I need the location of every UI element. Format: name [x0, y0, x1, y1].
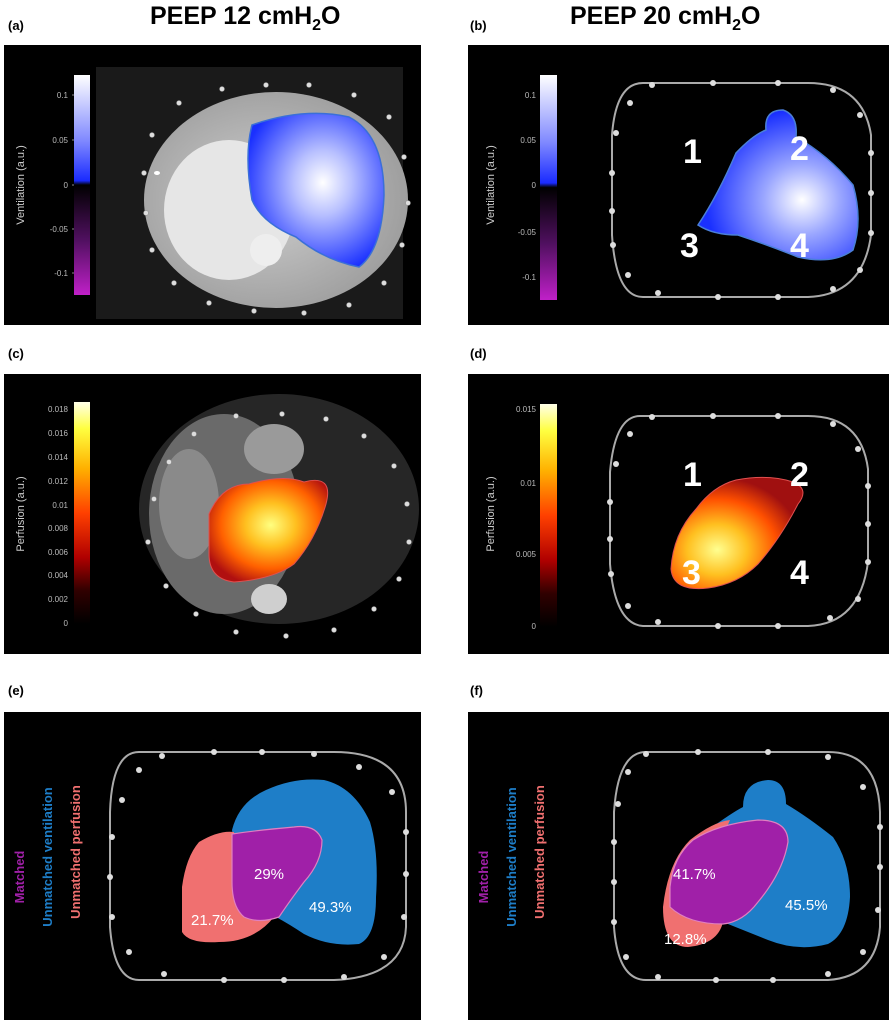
perf-d-tick-3: 0 [532, 622, 537, 631]
panel-b-ventilation-map: 1 2 3 4 0.1 0.05 0 -0.05 -0.1 Ventilatio… [468, 45, 889, 325]
f-legend-perfusion: Unmatched perfusion [532, 785, 547, 919]
f-perfusion-pct: 12.8% [664, 931, 707, 948]
panel-e-vq-matching: 29% 49.3% 21.7% Matched Unmatched ventil… [4, 712, 421, 1020]
panel-d-perfusion-map: 1 2 3 4 0.015 0.01 0.005 0 Perfusion (a.… [468, 374, 889, 654]
region-label-2: 2 [790, 130, 809, 168]
perf-c-tick-4: 0.01 [52, 501, 68, 510]
vent-a-tick-2: 0 [64, 181, 69, 190]
vent-a-axis-label: Ventilation (a.u.) [15, 145, 27, 225]
panel-label-b: (b) [470, 18, 487, 33]
perf-d-axis-label: Perfusion (a.u.) [485, 476, 497, 551]
vent-b-tick-4: -0.1 [522, 273, 536, 282]
title-right-sub: 2 [732, 17, 742, 34]
perf-c-tick-9: 0 [64, 619, 69, 628]
region-label-d-1: 1 [683, 456, 702, 494]
e-legend-matched: Matched [12, 851, 27, 904]
perf-d-tick-1: 0.01 [520, 479, 536, 488]
panel-label-f: (f) [470, 683, 483, 698]
vent-a-tick-1: 0.05 [52, 136, 68, 145]
perf-c-tick-8: 0.002 [48, 595, 69, 604]
title-peep-12: PEEP 12 cmH2O [150, 2, 341, 35]
vent-b-tick-2: 0 [532, 181, 537, 190]
panel-label-e: (e) [8, 683, 24, 698]
region-label-d-4: 4 [790, 554, 809, 592]
title-right-tail: O [741, 2, 761, 30]
vent-b-axis-label: Ventilation (a.u.) [485, 145, 497, 225]
perf-c-tick-7: 0.004 [48, 571, 69, 580]
perf-d-tick-0: 0.015 [516, 405, 537, 414]
perf-c-tick-0: 0.018 [48, 405, 69, 414]
region-label-d-2: 2 [790, 456, 809, 494]
f-ventilation-pct: 45.5% [785, 897, 828, 914]
region-label-d-3: 3 [682, 554, 701, 592]
vent-b-tick-0: 0.1 [525, 91, 537, 100]
vent-a-tick-3: -0.05 [50, 225, 69, 234]
f-legend-ventilation: Unmatched ventilation [504, 787, 519, 926]
vent-a-tick-0: 0.1 [57, 91, 69, 100]
panel-a-ventilation-ct: 0.1 0.05 0 -0.05 -0.1 Ventilation (a.u.) [4, 45, 421, 325]
perf-c-tick-1: 0.016 [48, 429, 69, 438]
panel-c-perfusion-ct: 0.018 0.016 0.014 0.012 0.01 0.008 0.006… [4, 374, 421, 654]
e-legend-perfusion: Unmatched perfusion [68, 785, 83, 919]
e-legend-ventilation: Unmatched ventilation [40, 787, 55, 926]
f-matched-pct: 41.7% [673, 866, 716, 883]
e-matched-pct: 29% [254, 866, 284, 883]
region-label-3: 3 [680, 227, 699, 265]
vent-b-tick-1: 0.05 [520, 136, 536, 145]
f-legend-matched: Matched [476, 851, 491, 904]
title-left-sub: 2 [312, 17, 322, 34]
region-label-4: 4 [790, 227, 809, 265]
title-left-tail: O [321, 2, 341, 30]
e-ventilation-pct: 49.3% [309, 899, 352, 916]
title-peep-20: PEEP 20 cmH2O [570, 2, 761, 35]
title-left-main: PEEP 12 cmH [150, 2, 313, 30]
vent-b-tick-3: -0.05 [518, 228, 537, 237]
title-right-main: PEEP 20 cmH [570, 2, 733, 30]
panel-f-vq-matching: 41.7% 45.5% 12.8% Matched Unmatched vent… [468, 712, 889, 1020]
panel-label-c: (c) [8, 346, 24, 361]
panel-label-d: (d) [470, 346, 487, 361]
perf-d-tick-2: 0.005 [516, 550, 537, 559]
e-perfusion-pct: 21.7% [191, 912, 234, 929]
region-label-1: 1 [683, 133, 702, 171]
perf-c-tick-3: 0.012 [48, 477, 69, 486]
vent-a-tick-4: -0.1 [54, 269, 68, 278]
perf-c-tick-6: 0.006 [48, 548, 69, 557]
perf-c-tick-5: 0.008 [48, 524, 69, 533]
perf-c-tick-2: 0.014 [48, 453, 69, 462]
perf-c-axis-label: Perfusion (a.u.) [15, 476, 27, 551]
panel-label-a: (a) [8, 18, 24, 33]
